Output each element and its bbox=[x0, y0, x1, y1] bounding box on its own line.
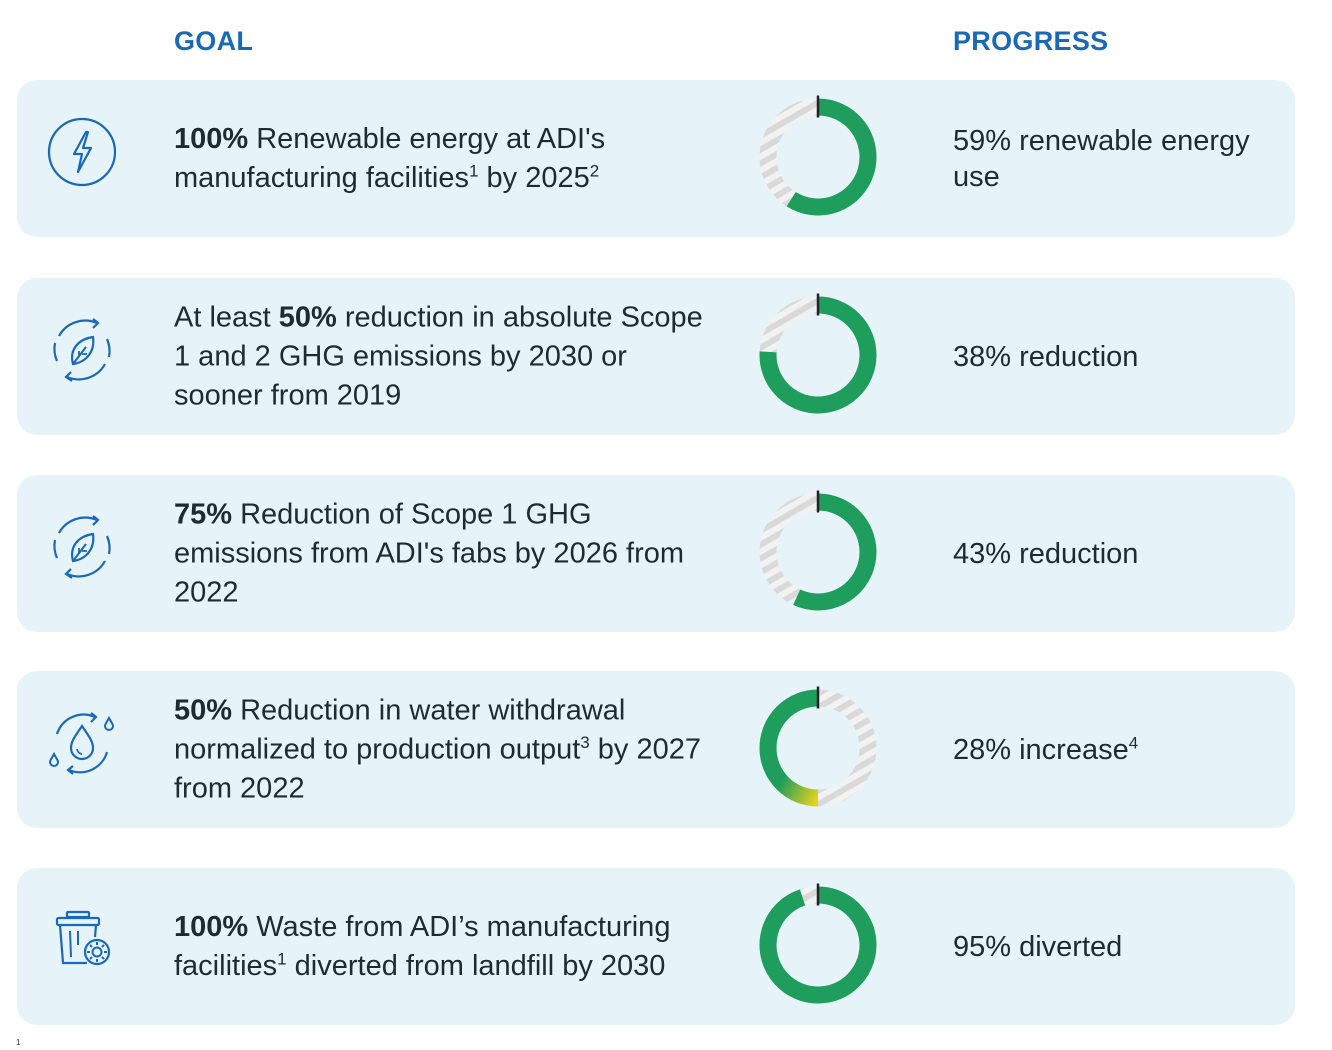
progress-donut bbox=[755, 292, 881, 418]
donut-progress-arc bbox=[759, 689, 819, 807]
progress-column-header: PROGRESS bbox=[953, 26, 1109, 56]
goal-column-header: GOAL bbox=[174, 26, 254, 56]
recycle-bin-icon bbox=[43, 901, 121, 979]
leaf-cycle-icon bbox=[43, 508, 121, 586]
goal-description-cont: diverted from landfill by 2030 bbox=[286, 949, 666, 982]
progress-value-text: 95% diverted bbox=[953, 930, 1123, 963]
progress-donut bbox=[755, 882, 881, 1008]
goal-description-cont: by 2025 bbox=[478, 161, 590, 194]
goal-bold-percent: 100% bbox=[174, 910, 249, 943]
lightning-bolt-icon bbox=[43, 113, 121, 191]
donut-progress-arc bbox=[759, 886, 877, 1004]
progress-donut bbox=[755, 685, 881, 811]
goal-row-renewable-energy: 100% Renewable energy at ADI's manufactu… bbox=[17, 80, 1295, 237]
goal-text: 100% Waste from ADI’s manufacturing faci… bbox=[174, 908, 714, 986]
goal-row-scope-1-fabs: 75% Reduction of Scope 1 GHG emissions f… bbox=[17, 475, 1295, 632]
goal-description-cont: by 2027 from 2022 bbox=[174, 733, 701, 804]
goal-prefix: At least bbox=[174, 301, 279, 333]
donut-svg bbox=[759, 95, 877, 216]
donut-svg bbox=[759, 686, 877, 807]
donut-svg bbox=[759, 293, 877, 414]
progress-text: 95% diverted bbox=[953, 929, 1273, 965]
goal-description: Waste from ADI’s manufacturing facilitie… bbox=[174, 910, 671, 982]
progress-text: 38% reduction bbox=[953, 339, 1273, 375]
water-drop-cycle-icon bbox=[43, 704, 121, 782]
progress-donut bbox=[755, 489, 881, 615]
goal-row-scope-1-2-emissions: At least 50% reduction in absolute Scope… bbox=[17, 278, 1295, 435]
goal-bold-percent: 50% bbox=[174, 694, 233, 726]
footnote-ref: 2 bbox=[589, 160, 600, 180]
goal-description: reduction in absolute Scope 1 and 2 GHG … bbox=[174, 301, 703, 411]
donut-svg bbox=[759, 883, 877, 1004]
leaf-cycle-icon bbox=[43, 311, 121, 389]
footnote-ref: 1 bbox=[277, 948, 287, 968]
goal-text: 50% Reduction in water withdrawal normal… bbox=[174, 691, 714, 808]
goal-row-water-withdrawal: 50% Reduction in water withdrawal normal… bbox=[17, 671, 1295, 828]
progress-value-text: 28% increase bbox=[953, 733, 1129, 766]
progress-value-text: 59% renewable energy use bbox=[953, 124, 1250, 193]
progress-text: 28% increase4 bbox=[953, 732, 1273, 768]
donut-progress-arc bbox=[786, 98, 877, 216]
footnote-marker: 1 bbox=[16, 1038, 21, 1047]
footnote-ref: 4 bbox=[1128, 732, 1139, 752]
progress-value-text: 38% reduction bbox=[953, 340, 1139, 373]
goal-bold-percent: 75% bbox=[174, 498, 233, 530]
footnote-ref: 1 bbox=[468, 160, 479, 180]
goal-description: Reduction in water withdrawal normalized… bbox=[174, 694, 626, 765]
goal-row-waste-diversion: 100% Waste from ADI’s manufacturing faci… bbox=[17, 868, 1295, 1025]
donut-svg bbox=[759, 490, 877, 611]
donut-progress-arc bbox=[759, 296, 877, 414]
goal-bold-percent: 50% bbox=[278, 301, 337, 333]
donut-progress-arc bbox=[793, 493, 877, 611]
goal-bold-percent: 100% bbox=[174, 122, 249, 155]
progress-value-text: 43% reduction bbox=[953, 537, 1139, 570]
goal-description: Reduction of Scope 1 GHG emissions from … bbox=[174, 498, 685, 608]
goal-text: At least 50% reduction in absolute Scope… bbox=[174, 298, 714, 415]
footnote-ref: 3 bbox=[580, 732, 590, 752]
goal-text: 100% Renewable energy at ADI's manufactu… bbox=[174, 120, 714, 198]
goal-text: 75% Reduction of Scope 1 GHG emissions f… bbox=[174, 495, 714, 612]
progress-text: 59% renewable energy use bbox=[953, 123, 1273, 195]
progress-donut bbox=[755, 94, 881, 220]
goal-description: Renewable energy at ADI's manufacturing … bbox=[174, 122, 606, 194]
progress-text: 43% reduction bbox=[953, 536, 1273, 572]
